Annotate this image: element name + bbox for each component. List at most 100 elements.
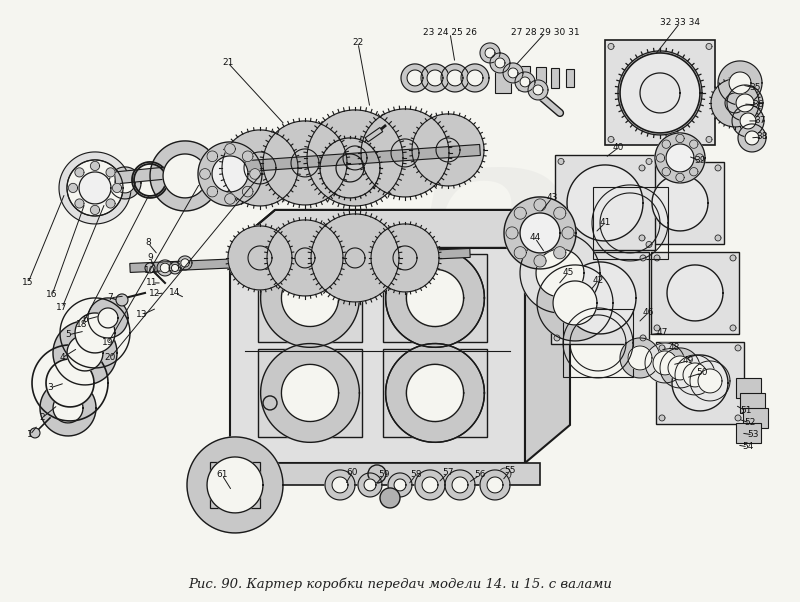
Polygon shape [325, 470, 355, 500]
Polygon shape [109, 167, 141, 199]
Polygon shape [98, 308, 118, 328]
Circle shape [639, 165, 645, 171]
Circle shape [225, 194, 235, 204]
Polygon shape [672, 355, 728, 411]
Bar [740, 393, 765, 413]
Polygon shape [718, 61, 762, 105]
Text: 11: 11 [146, 279, 158, 287]
Text: 4: 4 [59, 353, 65, 362]
Polygon shape [618, 51, 702, 135]
Circle shape [534, 199, 546, 211]
Bar [518, 66, 530, 90]
Text: 36: 36 [752, 101, 764, 110]
Polygon shape [228, 226, 292, 290]
Polygon shape [261, 344, 359, 442]
Polygon shape [738, 124, 766, 152]
Text: 50: 50 [696, 368, 708, 377]
Circle shape [695, 154, 704, 162]
Polygon shape [406, 364, 464, 421]
Bar [258, 349, 362, 437]
Polygon shape [67, 335, 103, 371]
Text: 3: 3 [47, 383, 53, 393]
Circle shape [654, 325, 660, 331]
Circle shape [715, 235, 721, 241]
Circle shape [730, 325, 736, 331]
Polygon shape [653, 351, 677, 375]
Polygon shape [745, 131, 759, 145]
Polygon shape [46, 359, 94, 407]
Text: 6: 6 [82, 315, 88, 324]
Text: 46: 46 [642, 308, 654, 317]
Circle shape [676, 134, 684, 143]
Text: 49: 49 [682, 356, 694, 365]
Circle shape [554, 335, 560, 341]
Polygon shape [441, 64, 469, 92]
Polygon shape [452, 477, 468, 493]
Bar [495, 63, 511, 93]
Polygon shape [198, 142, 262, 206]
Circle shape [662, 140, 670, 148]
Polygon shape [114, 137, 481, 184]
Polygon shape [480, 470, 510, 500]
Polygon shape [75, 313, 115, 353]
Text: 61: 61 [216, 470, 228, 479]
Polygon shape [394, 479, 406, 491]
Circle shape [558, 241, 564, 247]
Polygon shape [230, 210, 570, 248]
Text: 7: 7 [107, 293, 113, 302]
Polygon shape [388, 473, 412, 497]
Polygon shape [564, 262, 636, 334]
Polygon shape [263, 121, 347, 205]
Polygon shape [332, 477, 348, 493]
Polygon shape [520, 213, 560, 253]
Polygon shape [495, 58, 505, 68]
Circle shape [106, 168, 115, 177]
Polygon shape [620, 53, 700, 133]
Polygon shape [150, 141, 220, 211]
Text: 57: 57 [442, 468, 454, 477]
Polygon shape [310, 163, 340, 175]
Polygon shape [447, 70, 463, 86]
Circle shape [640, 335, 646, 341]
Text: 40: 40 [612, 143, 624, 152]
Text: 48: 48 [668, 343, 680, 352]
Polygon shape [115, 173, 135, 193]
Bar [743, 408, 768, 428]
Bar [215, 463, 540, 485]
Circle shape [244, 468, 256, 480]
Circle shape [380, 488, 400, 508]
Polygon shape [536, 249, 584, 297]
Circle shape [514, 207, 526, 219]
Polygon shape [181, 259, 189, 267]
Polygon shape [567, 165, 643, 241]
Circle shape [662, 167, 670, 176]
Circle shape [659, 345, 665, 351]
Polygon shape [515, 72, 535, 92]
Polygon shape [406, 269, 464, 326]
Circle shape [113, 184, 122, 193]
Text: 60: 60 [346, 468, 358, 477]
Circle shape [640, 255, 646, 261]
Circle shape [654, 255, 660, 261]
Polygon shape [675, 355, 715, 395]
Polygon shape [666, 144, 694, 172]
Polygon shape [130, 249, 470, 273]
Text: 2: 2 [39, 414, 45, 423]
Polygon shape [311, 214, 399, 302]
Bar [258, 253, 362, 342]
Bar [736, 378, 761, 398]
Polygon shape [711, 79, 759, 127]
Text: 37: 37 [754, 116, 766, 125]
Text: 27 28 29 30 31: 27 28 29 30 31 [510, 28, 579, 37]
Text: 56: 56 [474, 470, 486, 479]
Polygon shape [187, 437, 283, 533]
Circle shape [368, 465, 386, 483]
Polygon shape [422, 477, 438, 493]
Text: Рис. 90. Картер коробки передач модели 14. и 15. с валами: Рис. 90. Картер коробки передач модели 1… [188, 578, 612, 591]
Bar [365, 128, 382, 142]
Circle shape [659, 415, 665, 421]
Circle shape [207, 186, 218, 197]
Polygon shape [525, 210, 570, 463]
Polygon shape [260, 161, 310, 181]
Polygon shape [67, 160, 123, 216]
